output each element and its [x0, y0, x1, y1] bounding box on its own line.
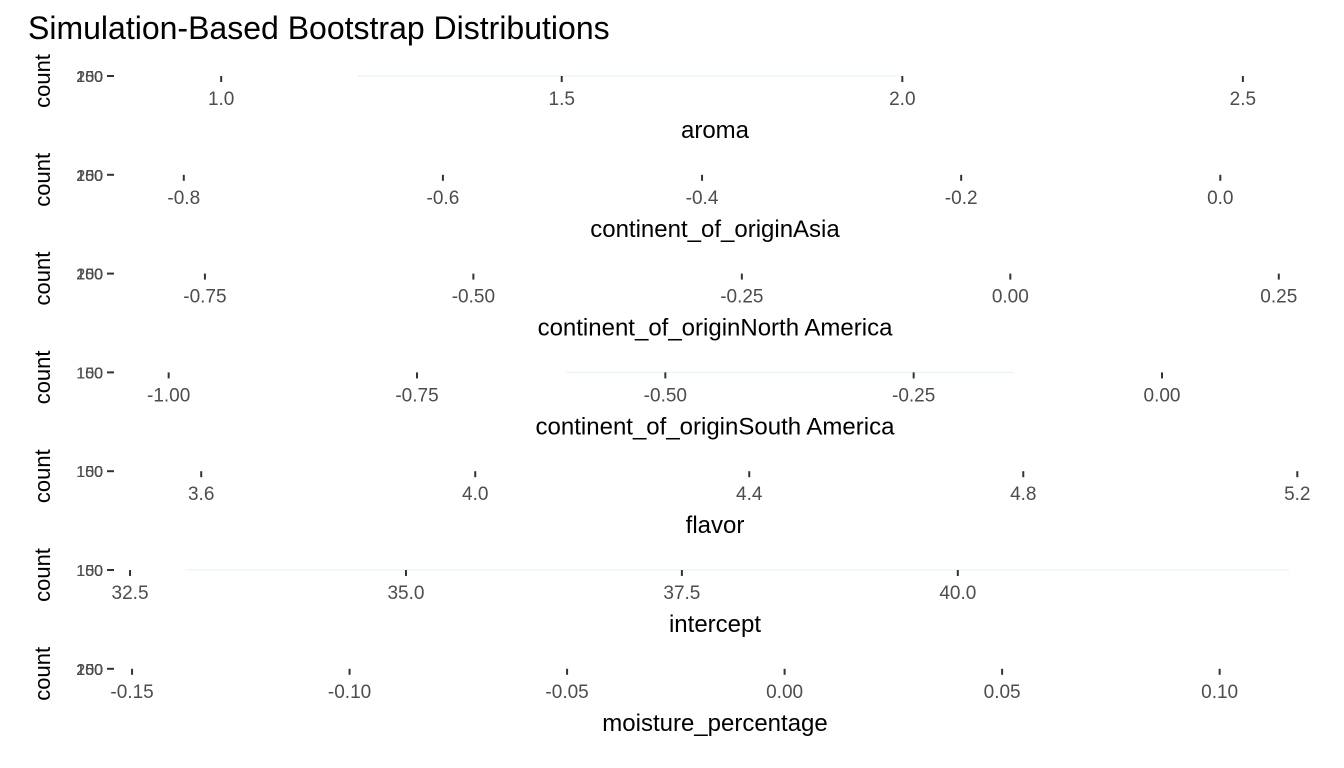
- y-tick-label: 50: [85, 662, 103, 679]
- y-tick-label: 150: [76, 365, 103, 382]
- x-tick-label: 1.5: [549, 89, 575, 110]
- y-axis-label: count: [30, 350, 55, 404]
- y-tick-label: 150: [76, 168, 103, 185]
- y-tick-label: 0: [94, 563, 103, 580]
- y-tick-label: 250: [76, 168, 103, 185]
- y-tick-label: 0: [94, 267, 103, 284]
- y-tick-label: 100: [76, 168, 103, 185]
- y-tick-label: 0: [94, 69, 103, 86]
- x-tick-label: 4.0: [462, 484, 488, 505]
- y-tick-label: 200: [76, 168, 103, 185]
- x-axis-label: intercept: [669, 611, 761, 638]
- x-tick-label: 1.0: [208, 89, 234, 110]
- x-tick-label: 37.5: [663, 583, 700, 604]
- y-tick-label: 150: [76, 563, 103, 580]
- x-axis-label: continent_of_originNorth America: [538, 315, 894, 342]
- x-tick-label: -0.25: [720, 287, 763, 308]
- y-tick-label: 200: [76, 662, 103, 679]
- x-tick-label: -0.50: [452, 287, 495, 308]
- x-tick-label: 0.25: [1260, 287, 1297, 308]
- y-tick-label: 0: [94, 464, 103, 481]
- y-axis-label: count: [30, 647, 55, 701]
- y-axis-label: count: [30, 153, 55, 207]
- x-tick-label: 5.2: [1284, 484, 1310, 505]
- x-tick-label: -0.10: [328, 682, 371, 703]
- x-tick-label: 0.05: [984, 682, 1021, 703]
- x-tick-label: -0.4: [686, 188, 719, 209]
- y-tick-label: 100: [76, 464, 103, 481]
- y-tick-label: 50: [85, 69, 103, 86]
- y-tick-label: 100: [76, 69, 103, 86]
- y-axis-label: count: [30, 548, 55, 602]
- y-tick-label: 50: [85, 464, 103, 481]
- y-tick-label: 150: [76, 69, 103, 86]
- y-tick-label: 150: [76, 267, 103, 284]
- y-tick-label: 50: [85, 267, 103, 284]
- x-tick-label: 40.0: [939, 583, 976, 604]
- y-tick-label: 100: [76, 267, 103, 284]
- x-tick-label: 0.00: [992, 287, 1029, 308]
- y-tick-label: 50: [85, 365, 103, 382]
- x-tick-label: 4.4: [736, 484, 763, 505]
- x-tick-label: -0.75: [183, 287, 226, 308]
- x-tick-label: 35.0: [387, 583, 424, 604]
- x-axis-label: continent_of_originSouth America: [536, 413, 896, 440]
- y-axis-label: count: [30, 54, 55, 108]
- x-tick-label: 3.6: [188, 484, 214, 505]
- y-tick-label: 0: [94, 168, 103, 185]
- x-axis-label: flavor: [686, 512, 745, 539]
- x-tick-label: -0.2: [945, 188, 978, 209]
- x-tick-label: 2.0: [889, 89, 915, 110]
- x-tick-label: -0.75: [395, 385, 438, 406]
- x-tick-label: -1.00: [147, 385, 190, 406]
- y-tick-label: 0: [94, 662, 103, 679]
- x-tick-label: -0.05: [545, 682, 588, 703]
- x-tick-label: 0.00: [1144, 385, 1181, 406]
- y-tick-label: 50: [85, 168, 103, 185]
- x-tick-label: -0.8: [167, 188, 200, 209]
- x-axis-label: aroma: [681, 117, 750, 144]
- x-tick-label: 0.00: [766, 682, 803, 703]
- y-tick-label: 250: [76, 267, 103, 284]
- y-tick-label: 100: [76, 563, 103, 580]
- y-tick-label: 150: [76, 464, 103, 481]
- x-tick-label: -0.25: [892, 385, 935, 406]
- x-tick-label: 2.5: [1230, 89, 1256, 110]
- y-axis-label: count: [30, 449, 55, 503]
- y-axis-label: count: [30, 252, 55, 306]
- y-tick-label: 250: [76, 662, 103, 679]
- x-axis-label: moisture_percentage: [602, 710, 827, 737]
- chart-title: Simulation-Based Bootstrap Distributions: [28, 10, 610, 46]
- x-tick-label: 32.5: [112, 583, 149, 604]
- y-tick-label: 0: [94, 365, 103, 382]
- x-tick-label: 0.0: [1207, 188, 1233, 209]
- x-tick-label: -0.15: [110, 682, 153, 703]
- y-tick-label: 250: [76, 69, 103, 86]
- y-tick-label: 150: [76, 662, 103, 679]
- y-tick-label: 200: [76, 69, 103, 86]
- y-tick-label: 100: [76, 365, 103, 382]
- y-tick-label: 200: [76, 267, 103, 284]
- x-tick-label: -0.50: [644, 385, 687, 406]
- x-axis-label: continent_of_originAsia: [590, 216, 840, 243]
- x-tick-label: 4.8: [1010, 484, 1036, 505]
- y-tick-label: 100: [76, 662, 103, 679]
- x-tick-label: 0.10: [1201, 682, 1238, 703]
- y-tick-label: 50: [85, 563, 103, 580]
- x-tick-label: -0.6: [427, 188, 460, 209]
